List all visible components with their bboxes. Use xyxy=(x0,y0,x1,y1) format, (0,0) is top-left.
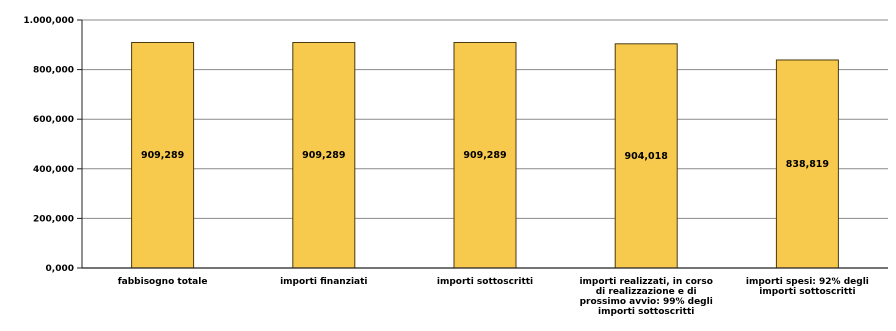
x-category-label-line: fabbisogno totale xyxy=(118,277,208,287)
y-tick-label: 0,000 xyxy=(46,264,74,274)
x-category-label: fabbisogno totale xyxy=(118,277,208,287)
x-category-label-line: importi sottoscritti xyxy=(437,277,533,287)
x-category-label-line: importi realizzati, in corso xyxy=(579,277,712,287)
y-tick-label: 800,000 xyxy=(33,66,74,76)
x-category-label-line: prossimo avvio: 99% degli xyxy=(580,297,713,307)
bar-value-label: 904,018 xyxy=(625,151,669,162)
bar-value-label: 838,819 xyxy=(786,159,829,170)
x-category-label: importi finanziati xyxy=(280,277,367,287)
bar-value-label: 909,289 xyxy=(141,150,184,161)
bar-value-label: 909,289 xyxy=(302,150,345,161)
bar xyxy=(775,59,839,269)
bar-value-label: 909,289 xyxy=(463,150,506,161)
y-tick-label: 600,000 xyxy=(33,115,74,125)
x-category-label-line: importi spesi: 92% degli xyxy=(746,277,869,287)
bar xyxy=(614,43,678,269)
bar xyxy=(292,41,356,269)
x-category-label-line: importi sottoscritti xyxy=(598,307,694,317)
x-category-label: importi spesi: 92% degli importi sottoscr… xyxy=(746,277,869,297)
x-category-label-line: importi finanziati xyxy=(280,277,367,287)
y-tick-label: 400,000 xyxy=(33,165,74,175)
bar xyxy=(453,41,517,269)
y-tick-label: 1.000,000 xyxy=(23,16,74,26)
x-category-label: importi sottoscritti xyxy=(437,277,533,287)
x-category-label: importi realizzati, in corso di realizzaz… xyxy=(579,277,712,317)
x-category-label-line: di realizzazione e di xyxy=(596,287,697,297)
x-category-label-line: importi sottoscritti xyxy=(759,287,855,297)
y-tick-label: 200,000 xyxy=(33,214,74,224)
bar xyxy=(131,41,195,269)
